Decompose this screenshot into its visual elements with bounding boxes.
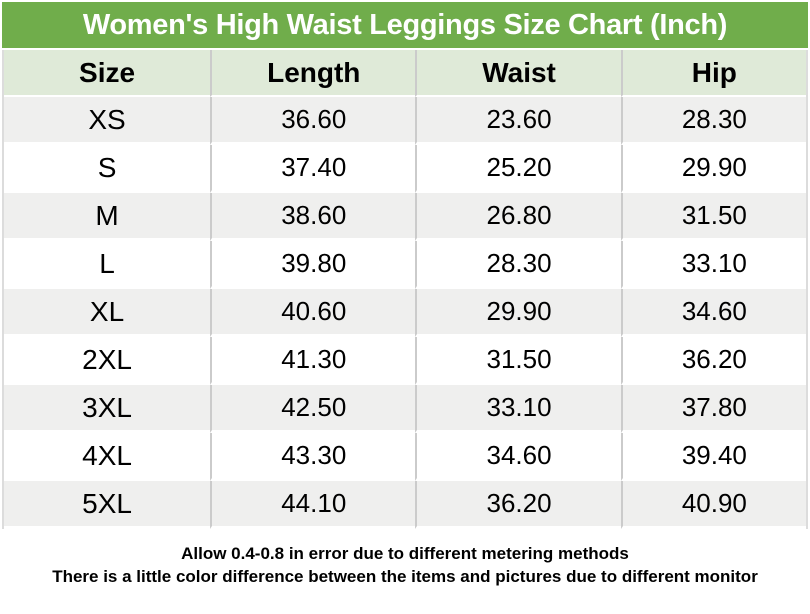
hip-value: 37.80: [620, 385, 806, 433]
waist-value: 31.50: [415, 337, 621, 385]
waist-value: 34.60: [415, 433, 621, 481]
column-header-hip: Hip: [620, 50, 806, 97]
length-value: 36.60: [210, 97, 416, 145]
size-label: M: [4, 193, 211, 241]
table-row-xl: XL 40.60 29.90 34.60: [4, 289, 806, 337]
waist-value: 36.20: [415, 481, 621, 529]
table-row-4xl: 4XL 43.30 34.60 39.40: [4, 433, 806, 481]
header-row: Size Length Waist Hip: [4, 50, 806, 97]
column-header-length: Length: [210, 50, 416, 97]
hip-value: 31.50: [620, 193, 806, 241]
hip-value: 36.20: [620, 337, 806, 385]
hip-value: 34.60: [620, 289, 806, 337]
length-value: 42.50: [210, 385, 416, 433]
hip-value: 28.30: [620, 97, 806, 145]
size-label: 3XL: [4, 385, 211, 433]
footer-notes: Allow 0.4-0.8 in error due to different …: [2, 542, 808, 588]
waist-value: 23.60: [415, 97, 621, 145]
size-label: 5XL: [4, 481, 211, 529]
waist-value: 33.10: [415, 385, 621, 433]
waist-value: 25.20: [415, 145, 621, 193]
length-value: 37.40: [210, 145, 416, 193]
hip-value: 40.90: [620, 481, 806, 529]
hip-value: 39.40: [620, 433, 806, 481]
size-label: XL: [4, 289, 211, 337]
hip-value: 29.90: [620, 145, 806, 193]
footer-note-metering: Allow 0.4-0.8 in error due to different …: [181, 544, 629, 563]
size-label: 2XL: [4, 337, 211, 385]
hip-value: 33.10: [620, 241, 806, 289]
column-header-size: Size: [4, 50, 211, 97]
table-row-m: M 38.60 26.80 31.50: [4, 193, 806, 241]
waist-value: 26.80: [415, 193, 621, 241]
size-label: L: [4, 241, 211, 289]
chart-title-bar: Women's High Waist Leggings Size Chart (…: [2, 2, 808, 48]
size-label: 4XL: [4, 433, 211, 481]
length-value: 44.10: [210, 481, 416, 529]
table-row-3xl: 3XL 42.50 33.10 37.80: [4, 385, 806, 433]
waist-value: 28.30: [415, 241, 621, 289]
table-row-l: L 39.80 28.30 33.10: [4, 241, 806, 289]
table-row-xs: XS 36.60 23.60 28.30: [4, 97, 806, 145]
length-value: 38.60: [210, 193, 416, 241]
length-value: 39.80: [210, 241, 416, 289]
length-value: 40.60: [210, 289, 416, 337]
size-label: XS: [4, 97, 211, 145]
size-label: S: [4, 145, 211, 193]
size-chart-table: Size Length Waist Hip XS 36.60 23.60 28.…: [2, 50, 808, 529]
chart-title: Women's High Waist Leggings Size Chart (…: [82, 8, 728, 41]
table-row-5xl: 5XL 44.10 36.20 40.90: [4, 481, 806, 529]
length-value: 41.30: [210, 337, 416, 385]
length-value: 43.30: [210, 433, 416, 481]
footer-note-color: There is a little color difference betwe…: [52, 567, 758, 586]
table-body: XS 36.60 23.60 28.30 S 37.40 25.20 29.90…: [4, 97, 806, 529]
table-row-2xl: 2XL 41.30 31.50 36.20: [4, 337, 806, 385]
table-row-s: S 37.40 25.20 29.90: [4, 145, 806, 193]
table-header: Size Length Waist Hip: [4, 50, 806, 97]
column-header-waist: Waist: [415, 50, 621, 97]
waist-value: 29.90: [415, 289, 621, 337]
